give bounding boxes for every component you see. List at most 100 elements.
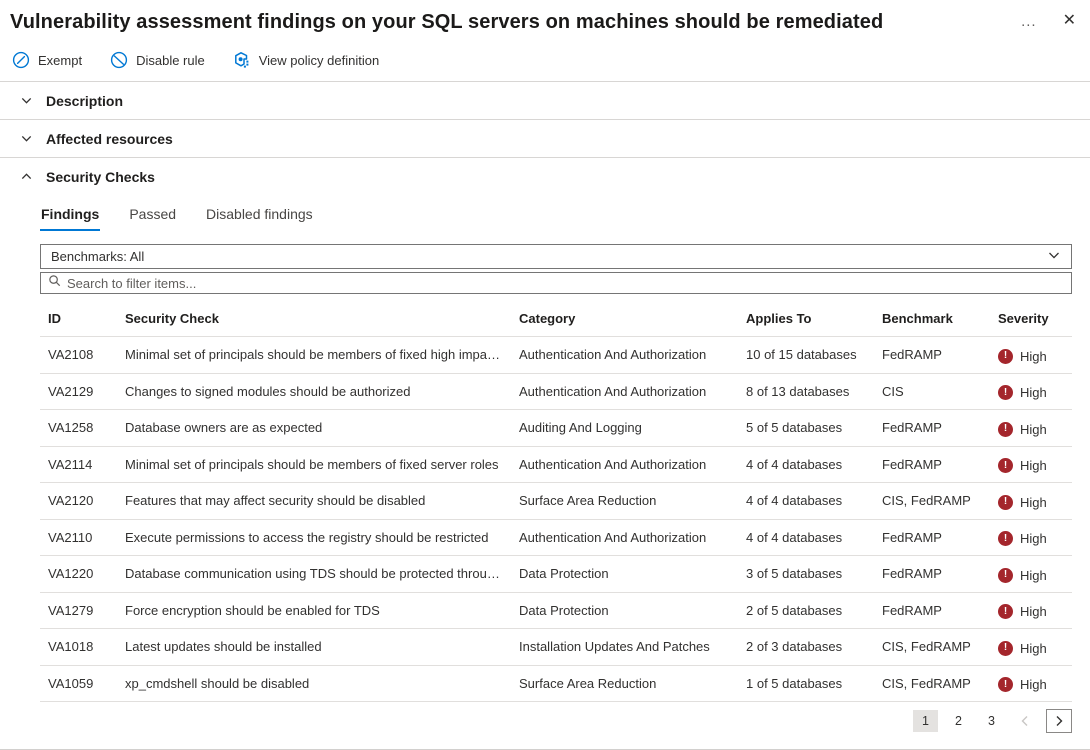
severity-label: High	[1020, 458, 1047, 473]
column-header-benchmark[interactable]: Benchmark	[874, 302, 990, 337]
high-severity-icon: !	[998, 348, 1013, 364]
cell-category: Authentication And Authorization	[511, 519, 738, 556]
table-header-row: ID Security Check Category Applies To Be…	[40, 302, 1072, 337]
cell-security-check: Database owners are as expected	[117, 409, 511, 447]
table-row[interactable]: VA1258 Database owners are as expected A…	[40, 409, 1072, 447]
column-header-category[interactable]: Category	[511, 302, 738, 337]
tab-findings[interactable]: Findings	[40, 202, 101, 231]
section-affected-resources-label: Affected resources	[46, 130, 173, 147]
chevron-down-icon	[20, 94, 33, 107]
table-row[interactable]: VA2108 Minimal set of principals should …	[40, 336, 1072, 374]
column-header-security-check[interactable]: Security Check	[117, 302, 511, 337]
section-description-label: Description	[46, 92, 124, 109]
table-row[interactable]: VA2114 Minimal set of principals should …	[40, 446, 1072, 483]
cell-security-check: Changes to signed modules should be auth…	[117, 373, 511, 410]
cell-security-check: xp_cmdshell should be disabled	[117, 665, 511, 702]
cell-id: VA2110	[40, 519, 117, 556]
severity-label: High	[1020, 640, 1047, 656]
search-filter-box	[40, 272, 1072, 294]
high-severity-icon: !	[998, 421, 1013, 437]
policy-definition-icon	[233, 51, 251, 69]
cell-applies-to: 5 of 5 databases	[738, 409, 874, 447]
cell-category: Installation Updates And Patches	[511, 628, 738, 666]
cell-severity: ! High	[990, 409, 1072, 447]
cell-severity: ! High	[990, 665, 1072, 702]
exempt-icon	[12, 51, 30, 69]
search-input[interactable]	[67, 275, 1064, 291]
high-severity-icon: !	[998, 458, 1013, 473]
blade: Vulnerability assessment findings on you…	[0, 11, 1090, 750]
cell-category: Surface Area Reduction	[511, 665, 738, 702]
severity-label: High	[1020, 385, 1047, 400]
pagination: 1 2 3	[40, 709, 1072, 733]
high-severity-icon: !	[998, 677, 1013, 692]
cell-security-check: Minimal set of principals should be memb…	[117, 336, 511, 374]
page-button-1[interactable]: 1	[913, 710, 938, 732]
tab-passed[interactable]: Passed	[129, 206, 177, 222]
cell-severity: ! High	[990, 373, 1072, 410]
high-severity-icon: !	[998, 640, 1013, 656]
high-severity-icon: !	[998, 385, 1013, 400]
view-policy-definition-label: View policy definition	[258, 52, 380, 68]
column-header-id[interactable]: ID	[40, 302, 117, 337]
table-row[interactable]: VA1279 Force encryption should be enable…	[40, 592, 1072, 629]
cell-benchmark: CIS	[874, 373, 990, 410]
next-page-icon[interactable]	[1046, 709, 1072, 733]
table-row[interactable]: VA2110 Execute permissions to access the…	[40, 519, 1072, 556]
table-body: VA2108 Minimal set of principals should …	[40, 336, 1072, 702]
cell-id: VA1018	[40, 628, 117, 666]
cell-id: VA2129	[40, 373, 117, 410]
cell-category: Authentication And Authorization	[511, 336, 738, 374]
section-security-checks-label: Security Checks	[46, 168, 155, 185]
cell-benchmark: CIS, FedRAMP	[874, 482, 990, 520]
cell-applies-to: 4 of 4 databases	[738, 482, 874, 520]
cell-severity: ! High	[990, 628, 1072, 666]
table-row[interactable]: VA1220 Database communication using TDS …	[40, 555, 1072, 593]
column-header-applies-to[interactable]: Applies To	[738, 302, 874, 337]
cell-security-check: Minimal set of principals should be memb…	[117, 446, 511, 483]
table-row[interactable]: VA2129 Changes to signed modules should …	[40, 373, 1072, 410]
cell-id: VA1279	[40, 592, 117, 629]
benchmarks-dropdown[interactable]: Benchmarks: All	[40, 244, 1072, 269]
high-severity-icon: !	[998, 604, 1013, 619]
cell-benchmark: FedRAMP	[874, 336, 990, 374]
severity-label: High	[1020, 531, 1047, 546]
cell-applies-to: 10 of 15 databases	[738, 336, 874, 374]
exempt-button[interactable]: Exempt	[12, 51, 82, 69]
cell-id: VA1059	[40, 665, 117, 702]
findings-table: ID Security Check Category Applies To Be…	[40, 302, 1072, 702]
cell-category: Auditing And Logging	[511, 409, 738, 447]
cell-benchmark: FedRAMP	[874, 519, 990, 556]
high-severity-icon: !	[998, 494, 1013, 510]
section-description[interactable]: Description	[0, 82, 1090, 119]
chevron-down-icon	[1047, 248, 1061, 265]
page-button-3[interactable]: 3	[988, 714, 995, 728]
chevron-down-icon	[20, 132, 33, 145]
exempt-label: Exempt	[38, 52, 83, 68]
cell-id: VA1258	[40, 409, 117, 447]
page-button-2[interactable]: 2	[955, 714, 962, 728]
tab-disabled-findings[interactable]: Disabled findings	[206, 206, 313, 222]
table-row[interactable]: VA1018 Latest updates should be installe…	[40, 628, 1072, 666]
toolbar: Exempt Disable rule View po	[0, 51, 1090, 69]
toolbar-divider	[0, 81, 1090, 82]
section-affected-resources[interactable]: Affected resources	[0, 120, 1090, 157]
cell-applies-to: 2 of 3 databases	[738, 628, 874, 666]
cell-benchmark: FedRAMP	[874, 446, 990, 483]
view-policy-definition-button[interactable]: View policy definition	[233, 51, 379, 69]
cell-category: Authentication And Authorization	[511, 446, 738, 483]
cell-severity: ! High	[990, 555, 1072, 593]
cell-category: Data Protection	[511, 592, 738, 629]
benchmarks-dropdown-value: Benchmarks: All	[51, 249, 145, 264]
section-security-checks[interactable]: Security Checks	[0, 158, 1090, 195]
severity-label: High	[1020, 567, 1047, 583]
close-icon[interactable]: ✕	[1062, 12, 1076, 29]
column-header-severity[interactable]: Severity	[990, 302, 1072, 337]
more-options-icon[interactable]: ...	[1021, 12, 1037, 30]
security-checks-content: Findings Passed Disabled findings Benchm…	[0, 202, 1090, 733]
cell-security-check: Force encryption should be enabled for T…	[117, 592, 511, 629]
table-row[interactable]: VA1059 xp_cmdshell should be disabled Su…	[40, 665, 1072, 702]
disable-rule-button[interactable]: Disable rule	[110, 51, 205, 69]
table-row[interactable]: VA2120 Features that may affect security…	[40, 482, 1072, 520]
cell-category: Authentication And Authorization	[511, 373, 738, 410]
